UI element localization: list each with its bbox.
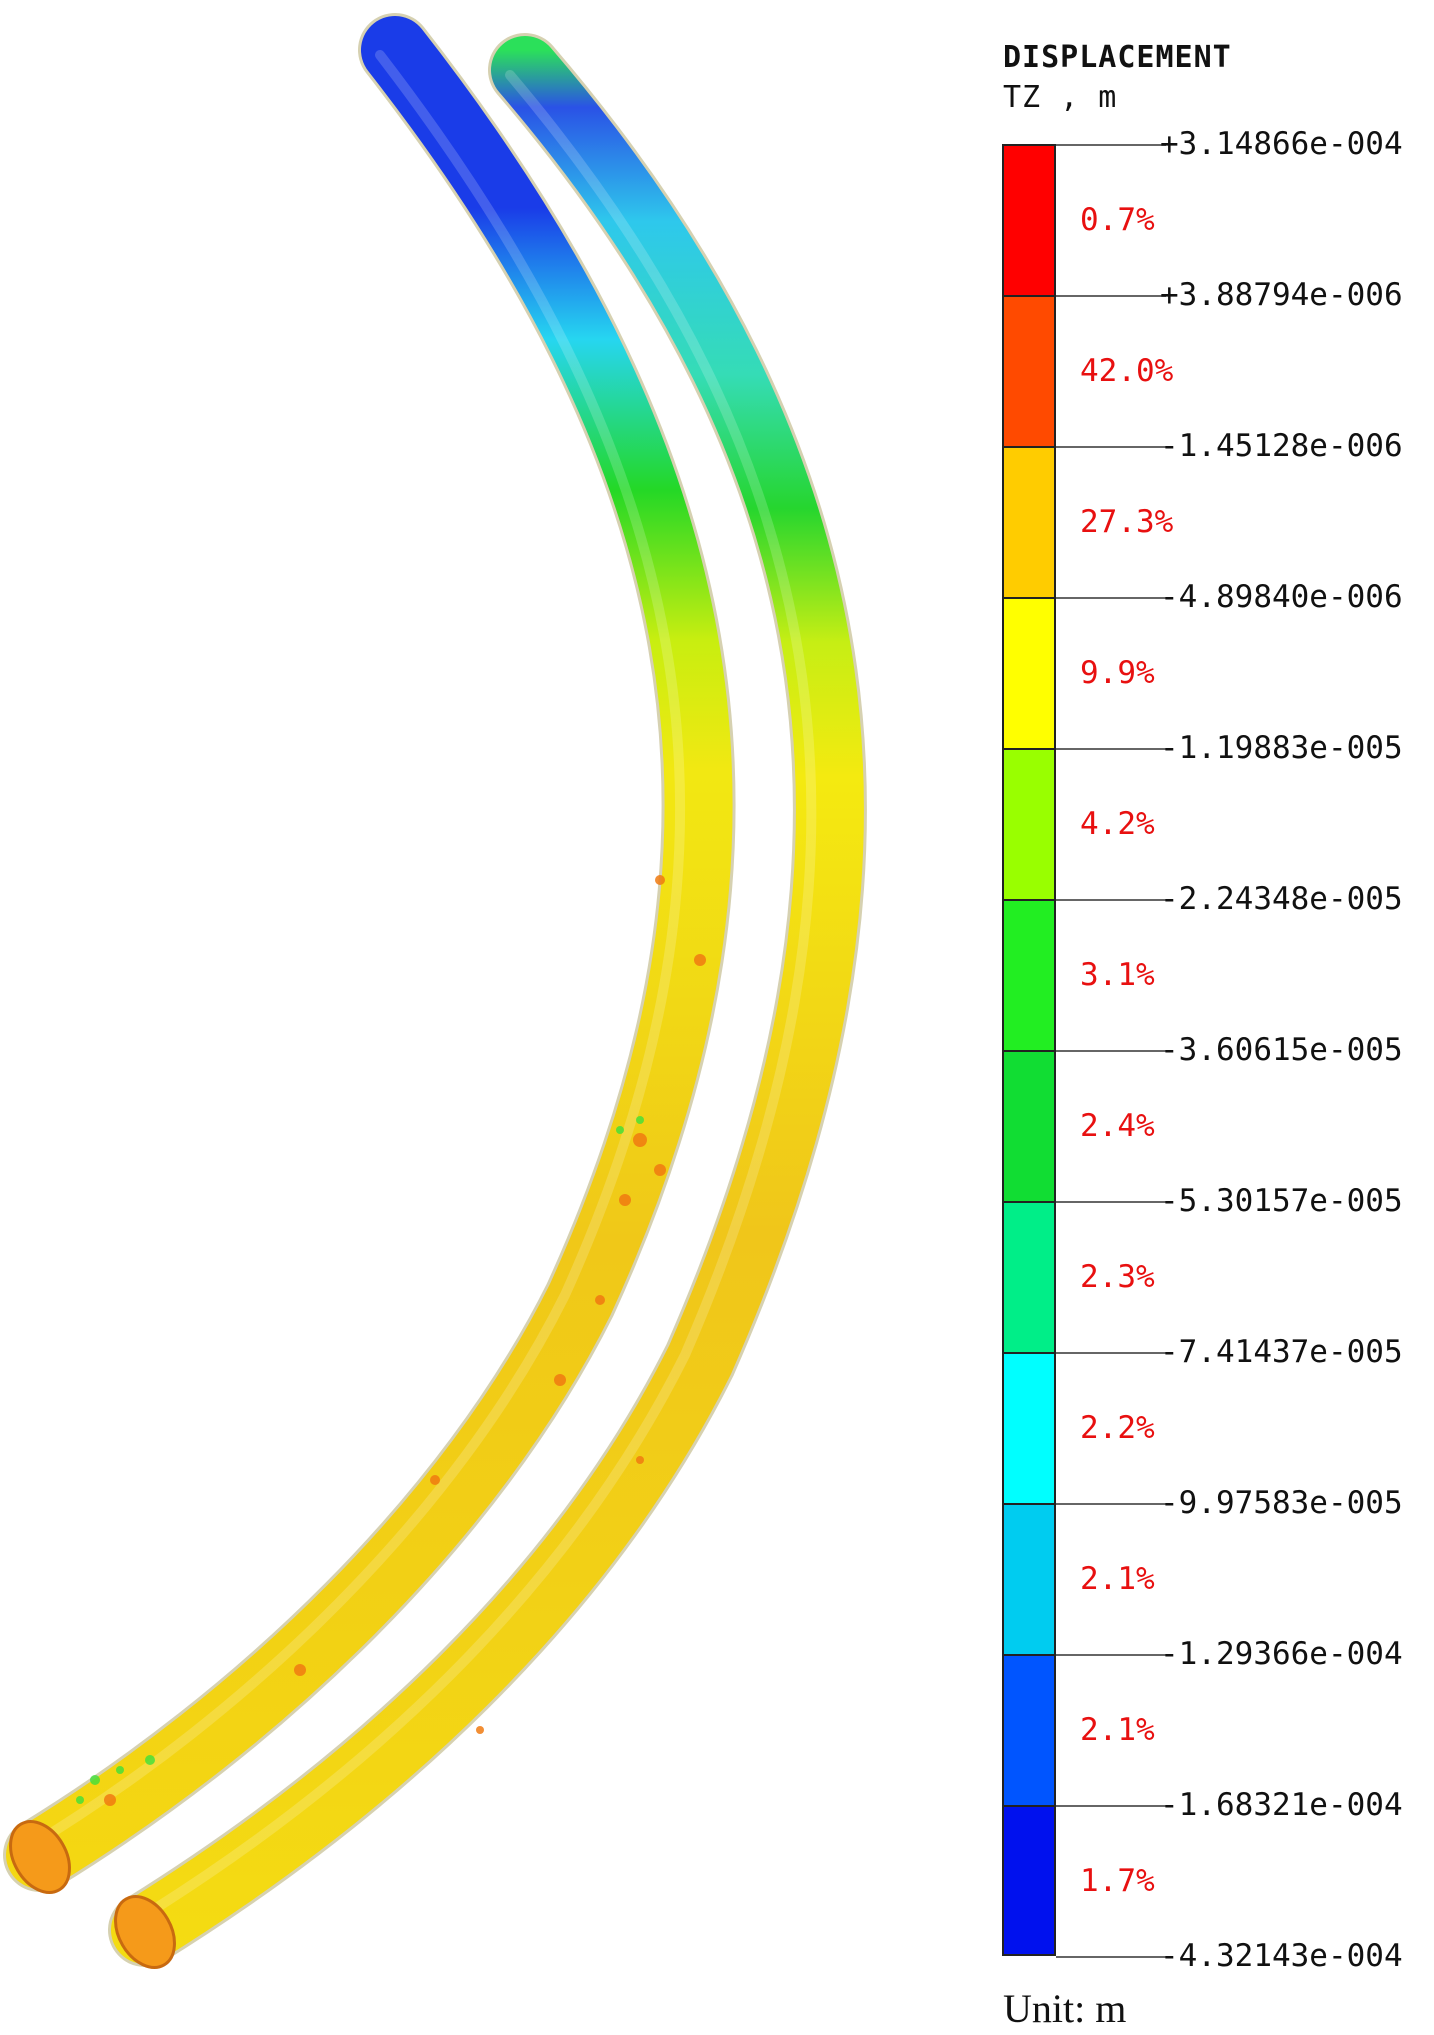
legend-tick (1056, 1956, 1166, 1958)
legend-tick-label: +3.14866e-004 (1160, 126, 1403, 162)
legend-tick (1056, 1503, 1166, 1505)
legend-bin-percent: 2.1% (1080, 1560, 1155, 1597)
legend-bin-percent: 2.4% (1080, 1107, 1155, 1144)
legend-bin-percent: 42.0% (1080, 352, 1174, 389)
tube-left (3, 13, 736, 1894)
legend-title: DISPLACEMENT (1003, 40, 1232, 75)
tube-left-end (9, 1820, 71, 1894)
legend-tick-label: -3.60615e-005 (1160, 1032, 1403, 1068)
legend-bin-percent: 2.2% (1080, 1409, 1155, 1446)
legend-bin (1003, 597, 1055, 748)
legend-bin (1003, 295, 1055, 446)
legend-bin-percent: 9.9% (1080, 654, 1155, 691)
tube-right-end (114, 1895, 176, 1969)
legend-bin (1003, 899, 1055, 1050)
legend-tick (1056, 597, 1166, 599)
legend-bin (1003, 1805, 1055, 1956)
tube-model (3, 13, 867, 1969)
legend-tick-label: -5.30157e-005 (1160, 1183, 1403, 1219)
legend-tick (1056, 748, 1166, 750)
legend-tick-label: -7.41437e-005 (1160, 1334, 1403, 1370)
legend-tick (1056, 1050, 1166, 1052)
legend-tick-label: +3.88794e-006 (1160, 277, 1403, 313)
legend-bin-percent: 4.2% (1080, 805, 1155, 842)
legend-bin (1003, 748, 1055, 899)
legend-bin-percent: 1.7% (1080, 1862, 1155, 1899)
legend-tick-label: -1.19883e-005 (1160, 730, 1403, 766)
legend-bin-percent: 3.1% (1080, 956, 1155, 993)
legend-tick-label: -1.45128e-006 (1160, 428, 1403, 464)
legend-bin (1003, 446, 1055, 597)
legend-bin (1003, 1201, 1055, 1352)
legend-tick (1056, 899, 1166, 901)
legend-bin-percent: 27.3% (1080, 503, 1174, 540)
green-speckles (76, 1116, 644, 1804)
legend-tick (1056, 295, 1166, 297)
legend-tick (1056, 1201, 1166, 1203)
legend-tick-label: -4.32143e-004 (1160, 1938, 1403, 1974)
legend-bin (1003, 144, 1055, 295)
legend-bin-percent: 2.3% (1080, 1258, 1155, 1295)
legend-bin (1003, 1352, 1055, 1503)
legend-bin (1003, 1503, 1055, 1654)
legend-tick (1056, 1805, 1166, 1807)
legend-bin-percent: 0.7% (1080, 201, 1155, 238)
legend-tick (1056, 1352, 1166, 1354)
legend-tick (1056, 1654, 1166, 1656)
local-hotspots (104, 875, 706, 1806)
legend-bin (1003, 1654, 1055, 1805)
legend-bin (1003, 1050, 1055, 1201)
unit-label: Unit: m (1003, 1986, 1127, 2031)
tube-right (108, 33, 867, 1969)
legend-subtitle: TZ , m (1003, 80, 1118, 115)
legend-tick-label: -1.68321e-004 (1160, 1787, 1403, 1823)
legend-tick (1056, 144, 1166, 146)
legend-tick-label: -9.97583e-005 (1160, 1485, 1403, 1521)
legend-tick-label: -4.89840e-006 (1160, 579, 1403, 615)
legend-bin-percent: 2.1% (1080, 1711, 1155, 1748)
legend-tick-label: -1.29366e-004 (1160, 1636, 1403, 1672)
legend-tick (1056, 446, 1166, 448)
legend-tick-label: -2.24348e-005 (1160, 881, 1403, 917)
